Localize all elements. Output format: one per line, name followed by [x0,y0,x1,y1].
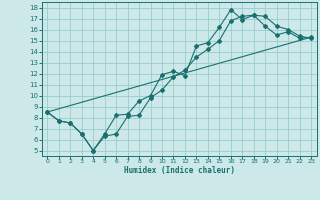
X-axis label: Humidex (Indice chaleur): Humidex (Indice chaleur) [124,166,235,175]
